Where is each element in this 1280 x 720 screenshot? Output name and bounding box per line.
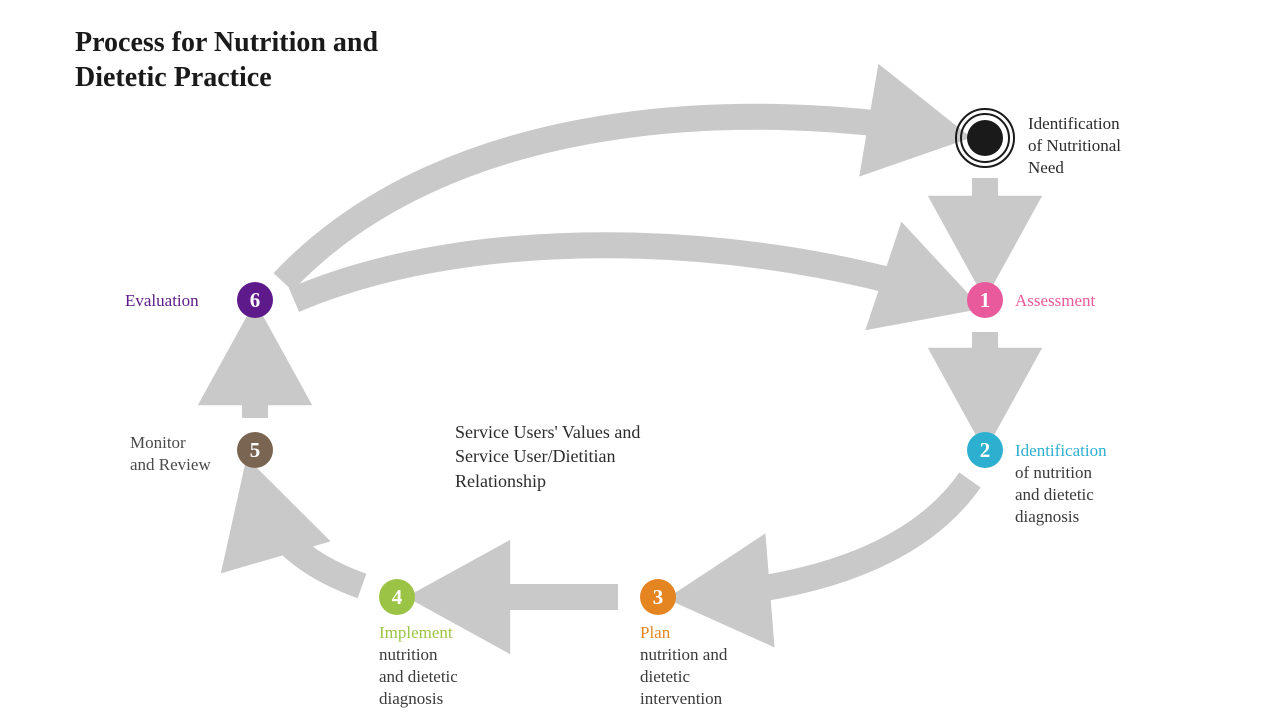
start-node-label: Identification of Nutritional Need xyxy=(1028,113,1121,179)
center-text: Service Users' Values and Service User/D… xyxy=(455,420,640,493)
step-5-label: Monitorand Review xyxy=(130,432,211,476)
start-node-icon xyxy=(950,103,1020,173)
step-1-node: 1 xyxy=(967,282,1003,318)
page-title: Process for Nutrition and Dietetic Pract… xyxy=(75,25,378,95)
arrows-layer xyxy=(0,0,1280,720)
step-3-node: 3 xyxy=(640,579,676,615)
step-4-label: Implementnutritionand dieteticdiagnosis xyxy=(379,622,458,710)
step-2-node: 2 xyxy=(967,432,1003,468)
step-4-node: 4 xyxy=(379,579,415,615)
step-2-label: Identificationof nutritionand dieteticdi… xyxy=(1015,440,1107,528)
title-line1: Process for Nutrition and xyxy=(75,25,378,60)
step-6-node: 6 xyxy=(237,282,273,318)
step-6-label: Evaluation xyxy=(125,290,199,312)
step-3-label: Plannutrition anddieteticintervention xyxy=(640,622,727,710)
step-5-node: 5 xyxy=(237,432,273,468)
step-1-label: Assessment xyxy=(1015,290,1095,312)
title-line2: Dietetic Practice xyxy=(75,60,378,95)
